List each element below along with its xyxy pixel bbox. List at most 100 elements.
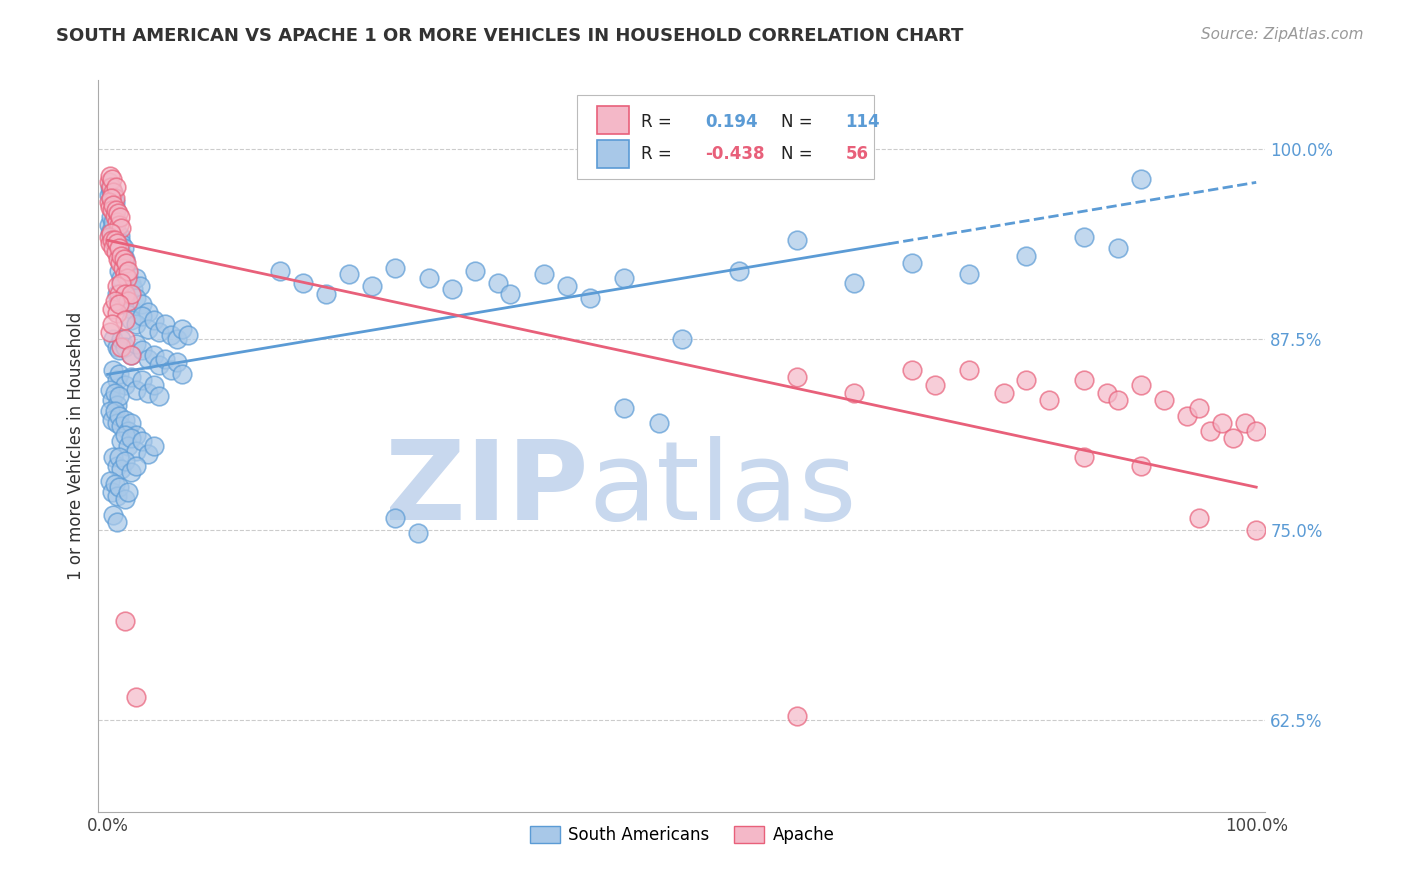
Point <box>104 202 127 217</box>
Point <box>166 332 188 346</box>
Point <box>97 195 120 210</box>
Point <box>1153 393 1175 408</box>
Point <box>136 385 159 400</box>
Point <box>115 256 138 270</box>
Point <box>100 185 122 199</box>
Point <box>105 279 128 293</box>
Point <box>101 301 124 316</box>
Text: Source: ZipAtlas.com: Source: ZipAtlas.com <box>1201 27 1364 42</box>
Point <box>142 347 165 361</box>
Point <box>110 256 132 270</box>
Point <box>464 264 486 278</box>
Point <box>110 276 132 290</box>
Point <box>153 317 176 331</box>
Point <box>360 279 382 293</box>
Point <box>114 286 136 301</box>
Point <box>108 297 131 311</box>
Point <box>844 276 866 290</box>
Point <box>406 525 429 540</box>
Point <box>120 370 142 384</box>
Point <box>125 458 148 473</box>
Point <box>101 413 124 427</box>
Point <box>105 236 128 251</box>
Point <box>1233 416 1256 430</box>
Point <box>105 374 128 388</box>
Point <box>110 462 132 476</box>
Text: atlas: atlas <box>589 436 858 543</box>
Point <box>103 477 125 491</box>
Point <box>110 332 132 346</box>
Point <box>97 218 120 232</box>
Point <box>105 306 128 320</box>
Point <box>131 310 153 324</box>
Point <box>384 510 406 524</box>
Point <box>103 230 125 244</box>
Point <box>671 332 693 346</box>
Point <box>957 363 980 377</box>
Point <box>114 267 136 281</box>
Point <box>114 332 136 346</box>
Point <box>1175 409 1198 423</box>
Point <box>148 389 170 403</box>
Point <box>418 271 440 285</box>
Point <box>117 264 139 278</box>
Point <box>101 317 124 331</box>
Point <box>98 169 121 184</box>
Point <box>159 327 181 342</box>
Point <box>166 355 188 369</box>
Point <box>103 209 125 223</box>
Point <box>1222 431 1244 445</box>
Point <box>148 358 170 372</box>
Point <box>103 508 125 522</box>
Point <box>110 271 132 285</box>
Text: ZIP: ZIP <box>385 436 589 543</box>
Point <box>100 191 122 205</box>
Point <box>108 409 131 423</box>
Point <box>107 233 129 247</box>
Point <box>1188 510 1211 524</box>
Point <box>120 347 142 361</box>
Point <box>136 321 159 335</box>
Text: R =: R = <box>641 112 672 130</box>
Text: N =: N = <box>782 145 813 163</box>
Point <box>786 708 808 723</box>
Point <box>1130 172 1153 186</box>
FancyBboxPatch shape <box>596 106 630 134</box>
Point <box>103 185 125 199</box>
Point <box>1107 241 1129 255</box>
Point <box>441 282 464 296</box>
Point <box>1095 385 1118 400</box>
Point <box>110 211 132 225</box>
Point <box>98 236 121 251</box>
Point <box>924 378 946 392</box>
Point <box>101 191 124 205</box>
Point <box>112 241 135 255</box>
Point <box>533 267 555 281</box>
Point <box>114 492 136 507</box>
Point <box>98 226 121 240</box>
Point <box>105 340 128 354</box>
Point <box>108 241 131 255</box>
Text: 114: 114 <box>845 112 880 130</box>
Point <box>125 337 148 351</box>
Point <box>103 195 125 210</box>
Point <box>131 434 153 449</box>
Point <box>111 260 134 275</box>
Point <box>315 286 337 301</box>
Point <box>108 450 131 464</box>
Point <box>103 385 125 400</box>
Point <box>101 393 124 408</box>
Point <box>103 294 125 309</box>
Point <box>1107 393 1129 408</box>
Point <box>120 416 142 430</box>
Point <box>103 450 125 464</box>
Point <box>114 614 136 628</box>
Point <box>131 297 153 311</box>
Point <box>122 282 145 296</box>
FancyBboxPatch shape <box>576 95 875 179</box>
Point <box>114 252 136 266</box>
Point <box>110 419 132 434</box>
Point <box>104 245 127 260</box>
Point <box>117 439 139 453</box>
Point <box>142 439 165 453</box>
